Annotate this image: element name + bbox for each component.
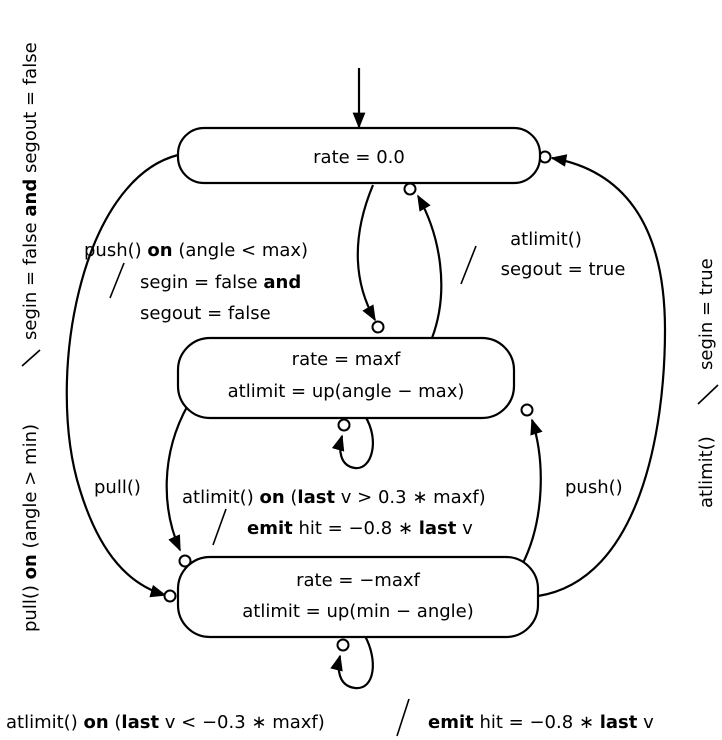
svg-text:emit hit = −0.8 ∗ last v: emit hit = −0.8 ∗ last v xyxy=(428,712,654,733)
svg-text:segout = true: segout = true xyxy=(501,259,626,280)
port-top-right xyxy=(538,150,552,164)
port-middle-bottom-right xyxy=(520,403,534,417)
port-bottom-top xyxy=(178,554,192,568)
svg-text:segin = false and: segin = false and xyxy=(140,272,301,293)
svg-text:atlimit(): atlimit() xyxy=(510,229,582,250)
label-left-outer: pull() on (angle > min) segin = false an… xyxy=(20,42,41,632)
edge-bottom-to-middle xyxy=(521,418,543,566)
edge-middle-to-top xyxy=(417,194,443,339)
label-middle-to-top: atlimit() segout = true xyxy=(460,229,626,285)
edge-middle-to-bottom xyxy=(165,404,189,552)
svg-text:atlimit() on (last v > 0.3 ∗ m: atlimit() on (last v > 0.3 ∗ maxf) xyxy=(182,487,486,508)
label-middle-self-loop: atlimit() on (last v > 0.3 ∗ maxf) emit … xyxy=(182,487,486,546)
state-top-text: rate = 0.0 xyxy=(313,147,405,168)
edge-top-to-bottom xyxy=(65,153,179,598)
state-top: rate = 0.0 xyxy=(176,126,542,185)
label-middle-to-bottom: pull() xyxy=(94,477,141,498)
svg-text:segin = false and segout = fal: segin = false and segout = false xyxy=(20,42,41,340)
port-bottom-left xyxy=(163,589,177,603)
label-top-to-middle: push() on (angle < max) segin = false an… xyxy=(84,240,308,324)
edge-bottom-to-top xyxy=(537,154,667,598)
edge-bottom-self-loop xyxy=(330,635,374,690)
state-middle-line2: atlimit = up(angle − max) xyxy=(228,381,465,402)
port-bottom-self xyxy=(336,638,350,652)
svg-text:atlimit() on (last v < −0.3 ∗: atlimit() on (last v < −0.3 ∗ maxf) xyxy=(6,712,325,733)
svg-text:emit hit = −0.8 ∗ last v: emit hit = −0.8 ∗ last v xyxy=(247,518,473,539)
state-middle: rate = maxf atlimit = up(angle − max) xyxy=(176,336,516,420)
label-bottom-self-loop: atlimit() on (last v < −0.3 ∗ maxf) emit… xyxy=(6,698,654,737)
port-top-bottom xyxy=(403,182,417,196)
svg-text:atlimit(): atlimit() xyxy=(696,436,717,508)
label-right-outer: atlimit() segin = true xyxy=(696,258,719,508)
svg-text:segout = false: segout = false xyxy=(140,303,271,324)
state-bottom-line1: rate = −maxf xyxy=(296,570,420,591)
edge-middle-self-loop xyxy=(331,415,374,470)
port-middle-top xyxy=(371,320,385,334)
svg-text:pull() on (angle > min): pull() on (angle > min) xyxy=(20,424,41,632)
label-bottom-to-middle: push() xyxy=(565,477,623,498)
state-bottom-line2: atlimit = up(min − angle) xyxy=(242,601,474,622)
state-bottom: rate = −maxf atlimit = up(min − angle) xyxy=(176,555,540,639)
edge-top-to-middle xyxy=(356,184,376,322)
svg-text:segin = true: segin = true xyxy=(696,258,717,370)
port-middle-self xyxy=(337,418,351,432)
state-middle-line1: rate = maxf xyxy=(292,349,401,370)
svg-text:push() on (angle < max): push() on (angle < max) xyxy=(84,240,308,261)
